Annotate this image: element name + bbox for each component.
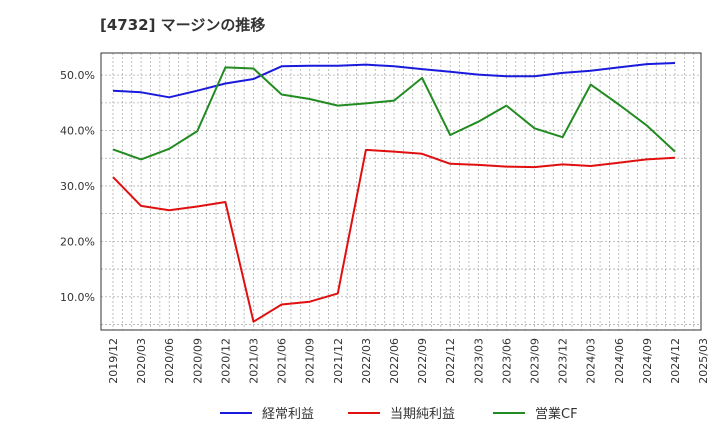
x-tick-label: 2024/06 <box>613 338 626 384</box>
x-tick-label: 2020/12 <box>219 338 232 384</box>
legend-label-2: 営業CF <box>535 406 578 422</box>
series-lines <box>112 62 676 323</box>
x-tick-label: 2024/12 <box>669 338 682 384</box>
y-axis-ticks: 10.0% 20.0% 30.0% 40.0% 50.0% <box>60 69 95 304</box>
x-tick-label: 2021/12 <box>332 338 345 384</box>
x-tick-label: 2021/06 <box>276 338 289 384</box>
x-tick-label: 2019/12 <box>107 338 120 384</box>
series-line-1 <box>112 148 676 323</box>
x-tick-label: 2022/09 <box>416 338 429 384</box>
x-tick-label: 2023/03 <box>472 338 485 384</box>
chart-title: [4732] マージンの推移 <box>100 16 265 34</box>
grid <box>101 53 701 330</box>
y-tick-label: 10.0% <box>60 291 95 304</box>
x-tick-label: 2022/06 <box>388 338 401 384</box>
legend-label-0: 経常利益 <box>262 407 314 422</box>
plot-frame <box>100 52 702 331</box>
x-tick-label: 2025/03 <box>697 338 710 384</box>
x-tick-label: 2020/06 <box>163 338 176 384</box>
x-tick-label: 2023/12 <box>557 338 570 384</box>
x-tick-label: 2020/09 <box>191 338 204 384</box>
x-tick-label: 2024/09 <box>641 338 654 384</box>
legend: 経常利益 当期純利益 営業CF <box>220 406 578 422</box>
y-tick-label: 50.0% <box>60 69 95 82</box>
x-tick-label: 2024/03 <box>585 338 598 384</box>
legend-label-1: 当期純利益 <box>390 407 455 422</box>
x-tick-label: 2023/06 <box>500 338 513 384</box>
y-tick-label: 30.0% <box>60 180 95 193</box>
series-line-2 <box>112 66 676 161</box>
y-tick-label: 40.0% <box>60 125 95 138</box>
x-tick-label: 2022/03 <box>360 338 373 384</box>
plot-area <box>101 53 701 330</box>
x-tick-label: 2021/09 <box>304 338 317 384</box>
series-line-0 <box>112 62 676 99</box>
y-tick-label: 20.0% <box>60 235 95 248</box>
x-tick-label: 2020/03 <box>135 338 148 384</box>
x-axis-ticks: 2019/12 2020/03 2020/06 2020/09 2020/12 2021/… <box>107 338 710 384</box>
x-tick-label: 2021/03 <box>248 338 261 384</box>
x-tick-label: 2022/12 <box>444 338 457 384</box>
x-tick-label: 2023/09 <box>529 338 542 384</box>
